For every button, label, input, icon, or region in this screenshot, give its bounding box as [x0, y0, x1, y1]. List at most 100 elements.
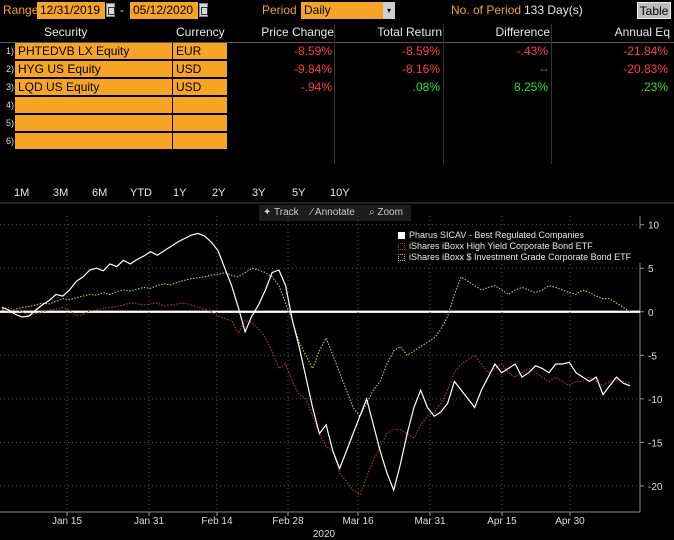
table-row[interactable]: 6): [0, 133, 674, 150]
end-date-input[interactable]: 05/12/2020: [130, 2, 198, 19]
legend-item: iShares iBoxx High Yield Corporate Bond …: [398, 241, 593, 251]
range-tab-10y[interactable]: 10Y: [330, 187, 350, 199]
range-tabs: 1M 3M 6M YTD 1Y 2Y 3Y 5Y 10Y: [0, 185, 674, 203]
annotate-label: Annotate: [314, 207, 355, 218]
x-tick-label: Feb 28: [272, 516, 304, 527]
num-period-value: 133 Day(s): [524, 3, 583, 17]
currency-cell[interactable]: [173, 115, 228, 132]
row-number: 4): [6, 100, 15, 110]
column-divider: [551, 24, 552, 164]
range-tab-3m[interactable]: 3M: [53, 187, 69, 199]
chevron-down-icon[interactable]: ▾: [383, 2, 395, 19]
magnifier-icon: ⌕: [369, 207, 375, 218]
col-header-currency[interactable]: Currency: [176, 25, 225, 39]
x-tick-label: Mar 31: [414, 516, 446, 527]
zoom-label: Zoom: [377, 207, 403, 218]
price-change-cell: -9.84%: [293, 62, 332, 76]
range-dash: -: [120, 3, 124, 17]
x-tick-label: Feb 14: [201, 516, 233, 527]
annotate-button[interactable]: ∕ Annotate: [307, 205, 367, 221]
period-label: Period: [262, 3, 297, 17]
end-calendar-icon[interactable]: [199, 3, 208, 17]
security-cell[interactable]: [15, 133, 173, 150]
currency-cell[interactable]: EUR: [173, 43, 228, 60]
range-tab-1y[interactable]: 1Y: [173, 187, 187, 199]
legend-swatch: [398, 254, 405, 261]
col-header-difference[interactable]: Difference: [495, 25, 550, 39]
security-cell[interactable]: LQD US Equity: [15, 79, 173, 96]
chart-legend: Pharus SICAV - Best Regulated Companies …: [392, 229, 642, 263]
range-tab-ytd[interactable]: YTD: [130, 187, 152, 199]
x-tick-label: Jan 15: [52, 516, 82, 527]
y-tick-label: 10: [648, 221, 660, 232]
security-cell[interactable]: PHTEDVB LX Equity: [15, 43, 173, 60]
security-cell[interactable]: HYG US Equity: [15, 61, 173, 78]
annual-eq-cell: .23%: [640, 80, 668, 94]
legend-label: iShares iBoxx High Yield Corporate Bond …: [409, 241, 593, 251]
x-year-label: 2020: [313, 529, 336, 540]
range-tab-5y[interactable]: 5Y: [292, 187, 306, 199]
security-cell[interactable]: [15, 115, 173, 132]
total-return-cell: -8.59%: [401, 44, 440, 58]
range-tab-6m[interactable]: 6M: [92, 187, 108, 199]
range-tab-3y[interactable]: 3Y: [252, 187, 266, 199]
row-number: 5): [6, 118, 15, 128]
difference-cell: -.43%: [516, 44, 548, 58]
annual-eq-cell: -21.84%: [623, 44, 668, 58]
header-divider: [0, 42, 674, 43]
table-button[interactable]: Table: [637, 2, 671, 19]
range-tab-2y[interactable]: 2Y: [212, 187, 226, 199]
x-tick-label: Apr 30: [555, 516, 585, 527]
legend-label: iShares iBoxx $ Investment Grade Corpora…: [409, 252, 632, 262]
pencil-icon: ∕: [311, 207, 313, 218]
range-tab-1m[interactable]: 1M: [14, 187, 30, 199]
table-row[interactable]: 2) HYG US Equity USD -9.84% -8.16% -- -20.83%: [0, 61, 674, 78]
x-tick-label: Apr 15: [487, 516, 517, 527]
toolbar: Range 12/31/2019 - 05/12/2020 Period Dai…: [0, 0, 674, 22]
col-header-total-return[interactable]: Total Return: [377, 25, 442, 39]
security-cell[interactable]: [15, 97, 173, 114]
start-calendar-icon[interactable]: [106, 3, 115, 17]
y-tick-label: -15: [648, 438, 663, 449]
period-select[interactable]: Daily: [301, 2, 383, 19]
range-label: Range: [3, 3, 39, 17]
y-tick-label: 0: [648, 308, 654, 319]
price-change-cell: -8.59%: [293, 44, 332, 58]
y-tick-label: 5: [648, 264, 654, 275]
row-number: 6): [6, 136, 15, 146]
legend-item: Pharus SICAV - Best Regulated Companies: [398, 230, 584, 240]
crosshair-icon: ✦: [263, 207, 272, 218]
x-tick-label: Mar 16: [342, 516, 374, 527]
currency-cell[interactable]: USD: [173, 79, 228, 96]
legend-label: Pharus SICAV - Best Regulated Companies: [409, 230, 584, 240]
start-date-input[interactable]: 12/31/2019: [37, 2, 105, 19]
series-line-1: [1, 232, 631, 493]
price-change-cell: -.94%: [300, 80, 332, 94]
total-return-cell: -8.16%: [401, 62, 440, 76]
difference-cell: --: [540, 62, 548, 76]
table-row[interactable]: 4): [0, 97, 674, 114]
row-number: 2): [6, 64, 15, 74]
y-tick-label: -20: [648, 482, 663, 493]
annual-eq-cell: -20.83%: [623, 62, 668, 76]
y-tick-label: -5: [648, 351, 657, 362]
table-row[interactable]: 5): [0, 115, 674, 132]
total-return-cell: .08%: [412, 80, 440, 94]
table-row[interactable]: 3) LQD US Equity USD -.94% .08% 8.25% .23%: [0, 79, 674, 96]
col-header-security[interactable]: Security: [44, 25, 88, 39]
zoom-button[interactable]: ⌕ Zoom: [365, 205, 411, 221]
difference-cell: 8.25%: [513, 80, 548, 94]
currency-cell[interactable]: USD: [173, 61, 228, 78]
table-row[interactable]: 1) PHTEDVB LX Equity EUR -8.59% -8.59% -.43% -…: [0, 43, 674, 60]
track-button[interactable]: ✦ Track: [259, 205, 307, 221]
legend-swatch: [398, 243, 405, 250]
col-header-annual-eq[interactable]: Annual Eq: [614, 25, 670, 39]
currency-cell[interactable]: [173, 97, 228, 114]
track-label: Track: [274, 207, 299, 218]
series-line-3: [1, 267, 631, 418]
col-header-price-change[interactable]: Price Change: [261, 25, 334, 39]
currency-cell[interactable]: [173, 133, 228, 150]
column-divider: [443, 24, 444, 164]
num-period-label: No. of Period: [451, 3, 522, 17]
